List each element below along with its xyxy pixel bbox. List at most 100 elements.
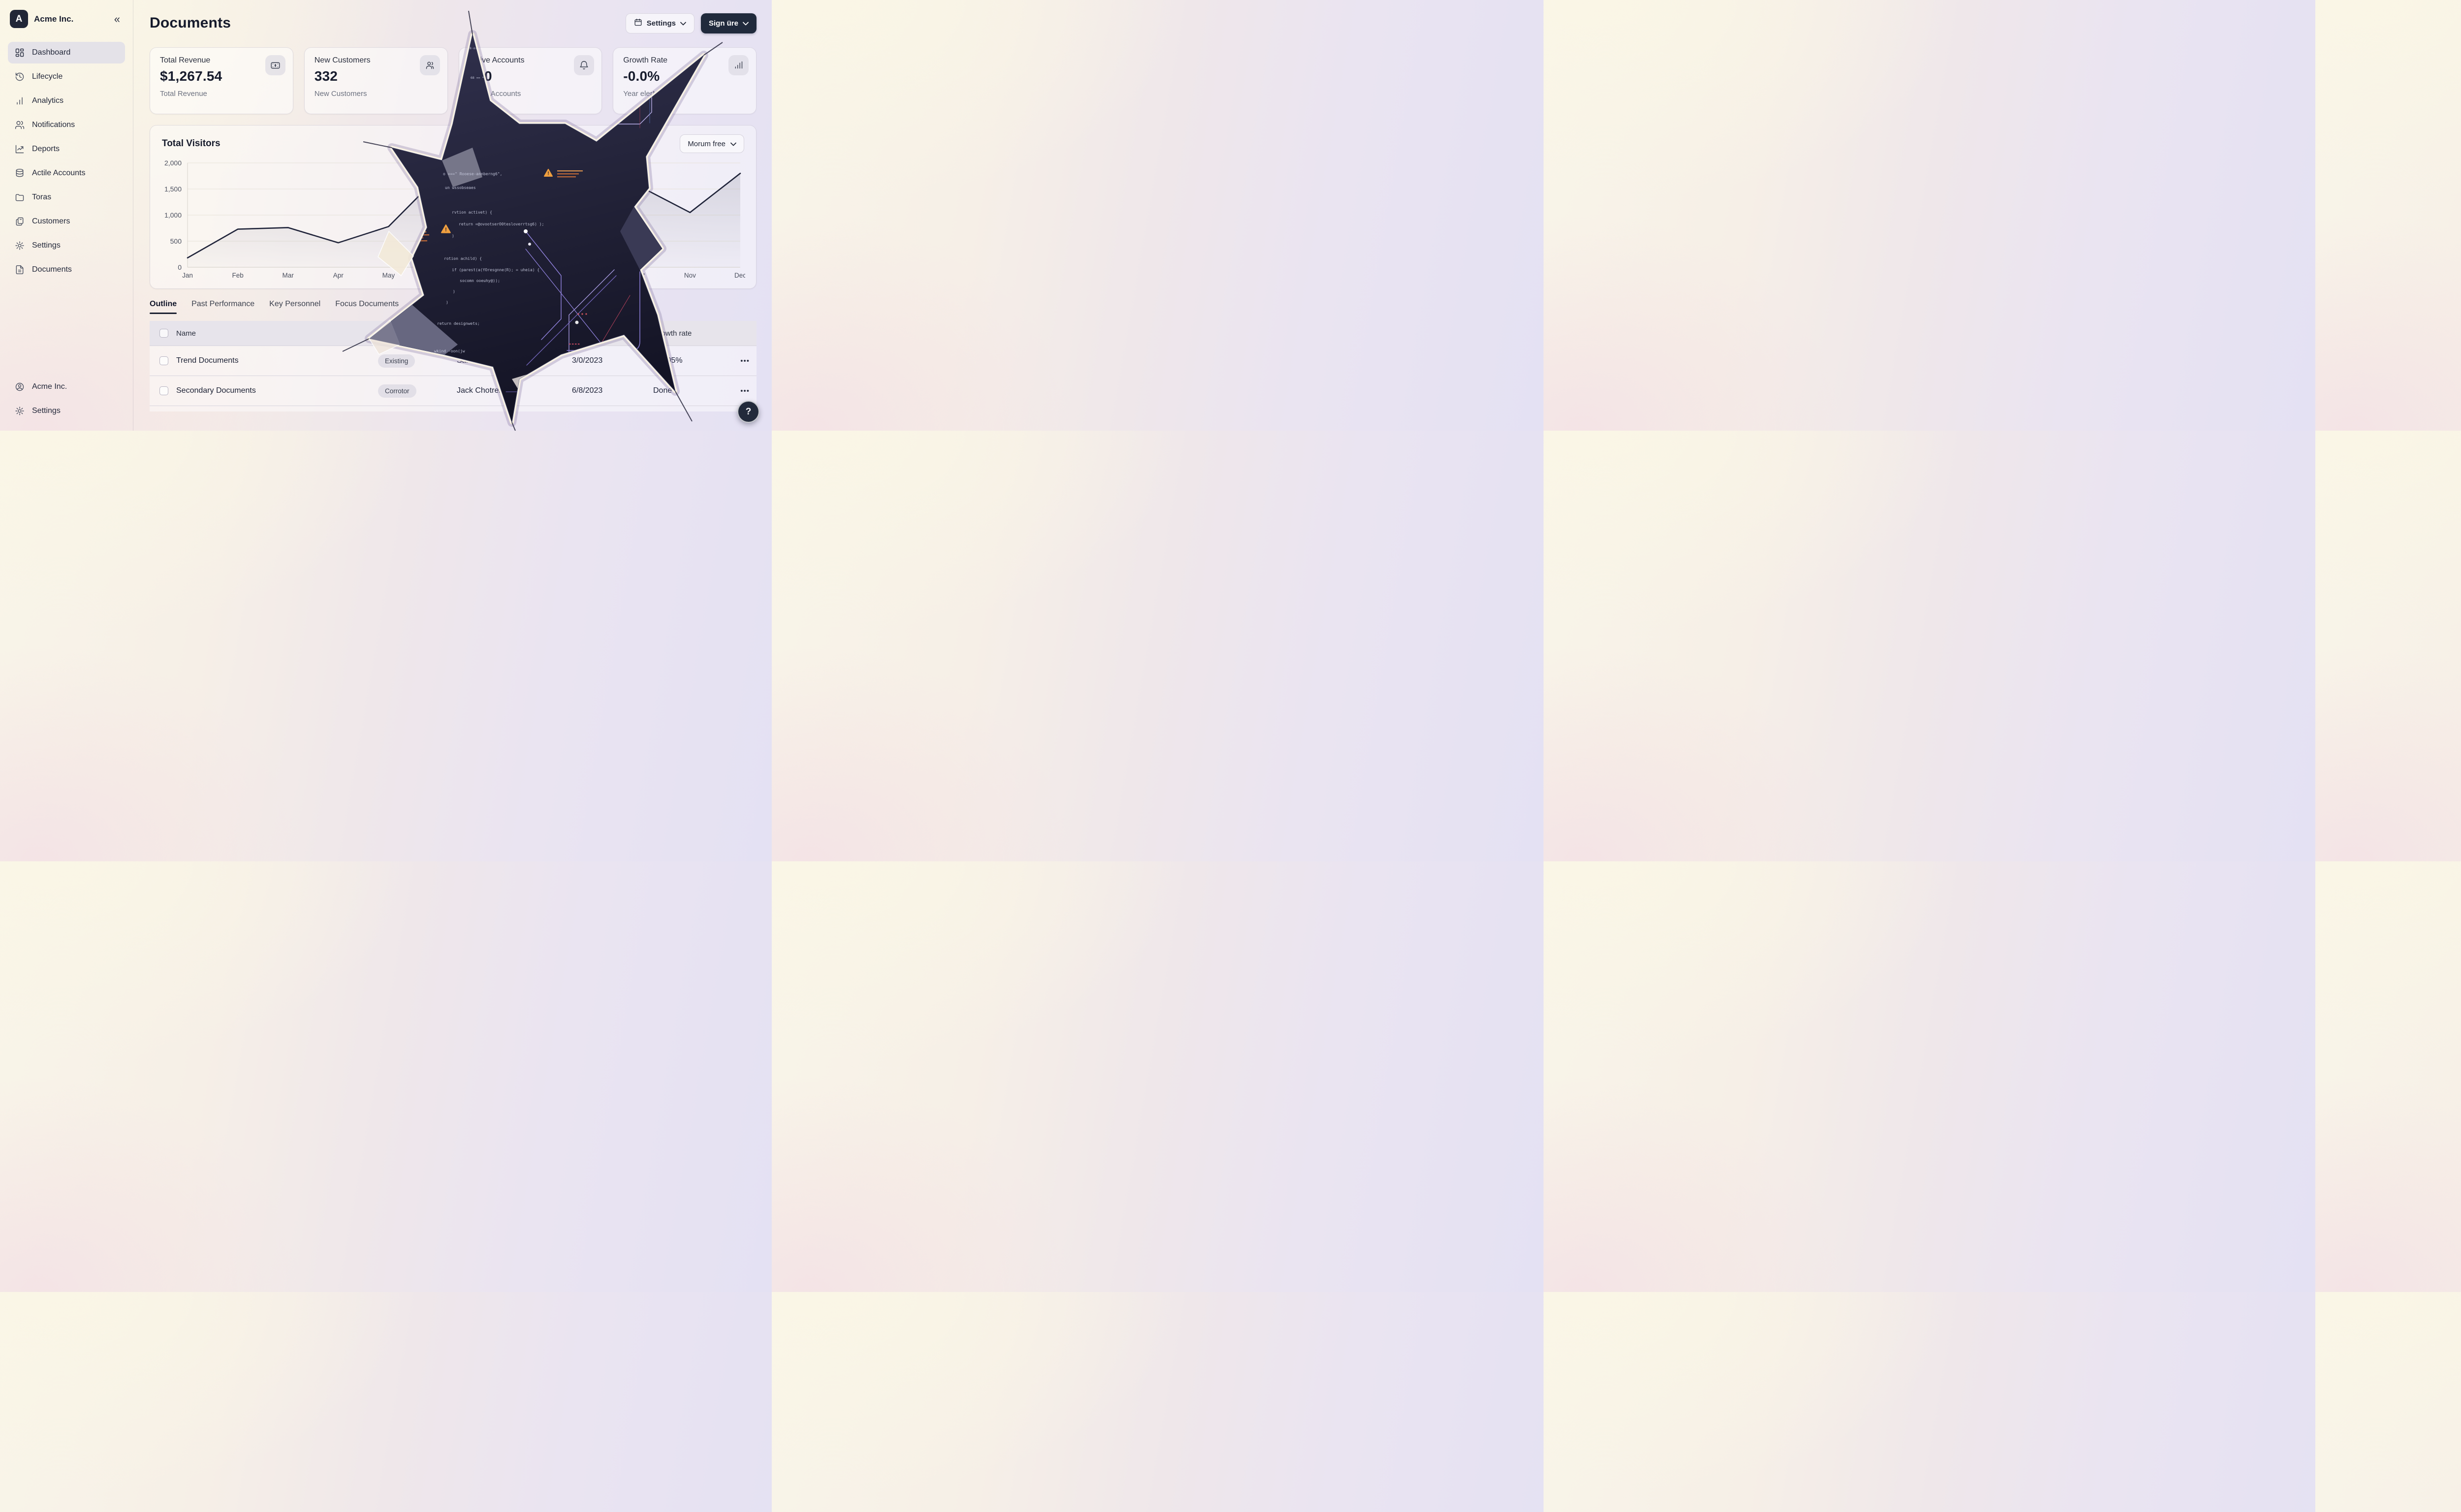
row-checkbox[interactable] xyxy=(159,356,168,365)
table-row-partial xyxy=(150,406,757,411)
svg-text:Sep: Sep xyxy=(584,272,596,279)
select-all-checkbox[interactable] xyxy=(159,329,168,338)
column-header-name: Name xyxy=(176,329,196,338)
stat-card-growth-rate: Growth Rate -0.0% Year elerN owth xyxy=(613,47,757,114)
main-content: Documents Settings Sign üre Total Revenu… xyxy=(133,0,772,431)
svg-text:0: 0 xyxy=(178,263,182,271)
chart-range-dropdown[interactable]: Morum free xyxy=(680,134,744,153)
sidebar-item-settings[interactable]: Settings xyxy=(8,235,125,256)
sidebar-collapse-icon[interactable]: « xyxy=(114,12,120,25)
calendar-icon xyxy=(634,18,642,29)
table-row[interactable]: Trend Documents Existing Saran Mavisman … xyxy=(150,346,757,376)
table-row[interactable]: Secondary Documents Corrotor Jack Chotre… xyxy=(150,376,757,406)
svg-text:Dec: Dec xyxy=(734,272,745,279)
svg-text:1,500: 1,500 xyxy=(164,185,182,193)
sidebar-item-deports[interactable]: Deports xyxy=(8,138,125,160)
tab-past-performance[interactable]: Past Performance xyxy=(191,300,255,308)
cell-last-update: 3/0/2023 xyxy=(572,356,603,365)
page-title: Documents xyxy=(150,15,231,31)
stat-card-new-customers: New Customers 332 New Customers xyxy=(304,47,448,114)
cell-name: Secondary Documents xyxy=(176,386,256,395)
file-icon xyxy=(14,264,25,275)
help-button[interactable]: ? xyxy=(737,401,759,423)
gear-icon xyxy=(14,406,25,416)
sidebar-item-lifecycle[interactable]: Lifecycle xyxy=(8,66,125,88)
dashboard-icon xyxy=(14,47,25,58)
id-cards-icon xyxy=(14,216,25,227)
sidebar-item-footer-settings[interactable]: Settings xyxy=(8,400,125,422)
cell-growth-rate: Done xyxy=(653,386,672,395)
sidebar-header: A Acme Inc. « xyxy=(8,8,125,30)
sidebar-spacer xyxy=(8,281,125,376)
svg-text:Nov: Nov xyxy=(684,272,696,279)
chart-title: Total Visitors xyxy=(162,138,221,149)
cell-growth-rate: -10.05% xyxy=(653,356,683,365)
sidebar-item-account[interactable]: Acme Inc. xyxy=(8,376,125,398)
chevron-down-icon xyxy=(680,19,686,28)
cell-personnel: Saran Mavisman xyxy=(457,356,516,365)
column-header-status: Status xyxy=(378,329,399,338)
sidebar-item-notifications[interactable]: Notifications xyxy=(8,114,125,136)
sidebar-item-actile-accounts[interactable]: Actile Accounts xyxy=(8,162,125,184)
stat-cards: Total Revenue $1,267.54 Total Revenue Ne… xyxy=(150,47,757,114)
table-body: Trend Documents Existing Saran Mavisman … xyxy=(150,346,757,406)
column-header-growth-rate: Growth rate xyxy=(653,329,692,338)
cell-last-update: 6/8/2023 xyxy=(572,386,603,395)
column-header-last-update: Last update xyxy=(572,329,611,338)
stat-card-active-accounts: Active Accounts 590 Active Accounts xyxy=(458,47,602,114)
svg-text:500: 500 xyxy=(170,237,182,245)
cell-name: Trend Documents xyxy=(176,356,239,365)
svg-text:Jun: Jun xyxy=(434,272,444,279)
company-name: Acme Inc. xyxy=(34,14,74,24)
sidebar-item-label: Settings xyxy=(32,241,61,250)
stat-card-title: New Customers xyxy=(314,56,371,64)
svg-text:Apr: Apr xyxy=(333,272,344,279)
tab-focus-documents[interactable]: Focus Documents xyxy=(335,300,399,308)
gear-icon xyxy=(14,240,25,251)
sidebar-item-analytics[interactable]: Analytics xyxy=(8,90,125,112)
sidebar-nav: Dashboard Lifecycle Analytics Notificati… xyxy=(8,42,125,281)
chevron-down-icon xyxy=(730,140,736,148)
sidebar-item-toras[interactable]: Toras xyxy=(8,187,125,208)
sidebar-item-documents[interactable]: Documents xyxy=(8,259,125,281)
svg-text:Aug: Aug xyxy=(534,272,545,279)
chevron-down-icon xyxy=(743,19,749,28)
sidebar-item-dashboard[interactable]: Dashboard xyxy=(8,42,125,63)
sidebar-item-label: Customers xyxy=(32,217,70,225)
stat-card-total-revenue: Total Revenue $1,267.54 Total Revenue xyxy=(150,47,293,114)
chart-range-label: Morum free xyxy=(688,139,726,148)
stat-card-title: Active Accounts xyxy=(469,56,525,64)
svg-text:2,000: 2,000 xyxy=(164,159,182,167)
user-circle-icon xyxy=(14,381,25,392)
tab-outline[interactable]: Outline xyxy=(150,300,177,314)
svg-text:May: May xyxy=(382,272,395,279)
database-icon xyxy=(14,168,25,179)
svg-text:1,000: 1,000 xyxy=(164,211,182,219)
sidebar-item-label: Toras xyxy=(32,193,52,201)
signup-button[interactable]: Sign üre xyxy=(700,13,757,33)
stat-card-value: 332 xyxy=(314,68,338,84)
svg-text:Jul: Jul xyxy=(485,272,493,279)
svg-text:Oct: Oct xyxy=(634,272,645,279)
sidebar-item-label: Documents xyxy=(32,265,72,274)
sidebar-item-label: Analytics xyxy=(32,96,64,105)
row-menu-button[interactable]: ••• xyxy=(740,386,750,395)
stat-card-subtitle: Year elerN owth xyxy=(623,90,676,98)
sidebar-item-label: Lifecycle xyxy=(32,72,63,81)
row-checkbox[interactable] xyxy=(159,386,168,395)
bell-icon xyxy=(574,55,595,75)
settings-button[interactable]: Settings xyxy=(625,13,694,33)
visitors-line-chart: 0 500 1,000 1,500 2,000 Jan Feb Mar Apr May Jun Jul… xyxy=(164,159,746,279)
total-visitors-panel: Total Visitors Morum free 0 500 1,000 1,500… xyxy=(150,125,757,289)
trend-chart-icon xyxy=(14,144,25,155)
sidebar-item-customers[interactable]: Customers xyxy=(8,211,125,232)
svg-text:Feb: Feb xyxy=(232,272,243,279)
table-header-row: Name Status Personnel Last update Growth… xyxy=(150,321,757,346)
topbar-actions: Settings Sign üre xyxy=(625,13,757,33)
history-icon xyxy=(14,71,25,82)
sidebar-footer: Acme Inc. Settings xyxy=(8,376,125,422)
stat-card-subtitle: Total Revenue xyxy=(160,90,207,98)
tab-key-personnel[interactable]: Key Personnel xyxy=(269,300,321,308)
folder-icon xyxy=(14,192,25,203)
row-menu-button[interactable]: ••• xyxy=(740,356,750,365)
